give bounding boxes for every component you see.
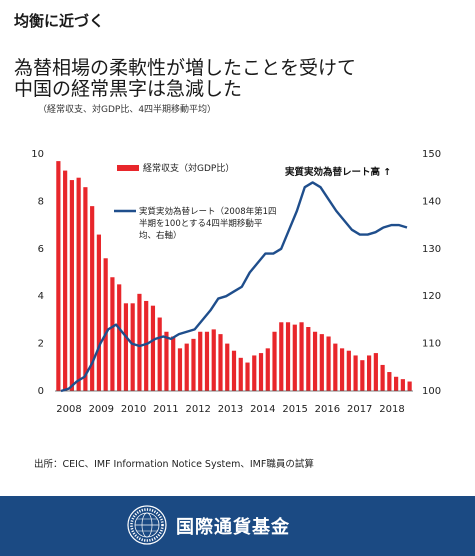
x-tick-label: 2010 — [121, 404, 146, 415]
annotation-label: 実質実効為替レート高 ↑ — [285, 166, 391, 178]
bar — [333, 343, 338, 391]
y-left-tick-label: 2 — [38, 339, 44, 350]
bar — [360, 360, 365, 391]
bar — [218, 334, 223, 391]
legend-line-label: 均、右軸） — [139, 230, 182, 241]
y-left-tick-label: 6 — [38, 244, 44, 255]
bar — [96, 234, 101, 391]
bar — [69, 180, 74, 391]
bar — [171, 336, 176, 391]
bar — [177, 348, 183, 391]
bar — [285, 322, 291, 391]
bar — [272, 331, 277, 391]
bar — [150, 305, 156, 391]
bar — [238, 357, 243, 391]
bar — [292, 324, 297, 391]
org-name: 国際通貨基金 — [176, 517, 290, 538]
bar — [130, 303, 135, 391]
title-line-1: 為替相場の柔軟性が増したことを受けて — [14, 57, 357, 79]
y-right-tick-label: 130 — [422, 244, 441, 255]
legend-bar-label: 経常収支（対GDP比） — [143, 162, 234, 174]
y-right-tick-label: 120 — [422, 291, 441, 302]
x-tick-label: 2014 — [250, 404, 275, 415]
bar — [252, 355, 257, 391]
rate-line — [60, 181, 408, 393]
bar — [204, 331, 210, 391]
title-line-2: 中国の経常黒字は急減した — [14, 78, 243, 100]
bar — [312, 331, 318, 391]
bar — [400, 379, 405, 391]
bar — [123, 303, 129, 391]
legend-bar-swatch — [117, 165, 139, 171]
bar — [353, 355, 358, 391]
bar — [144, 300, 149, 391]
x-tick-label: 2016 — [315, 404, 340, 415]
bar — [380, 364, 385, 391]
bar — [117, 284, 122, 391]
chart: 0 2 4 6 8 10 100 110 120 130 140 150 2008 2009 2010 201… — [31, 149, 441, 415]
bar — [339, 348, 345, 391]
bar — [90, 206, 95, 391]
y-right-tick-label: 100 — [422, 386, 441, 397]
imf-seal-icon — [127, 505, 167, 545]
x-tick-label: 2011 — [153, 404, 178, 415]
x-tick-label: 2018 — [379, 404, 404, 415]
bar — [103, 258, 108, 391]
y-right-tick-label: 140 — [422, 196, 441, 207]
x-tick-label: 2017 — [347, 404, 372, 415]
bar — [265, 348, 270, 391]
bar — [225, 343, 230, 391]
legend-line-label: 半期を100とする4四半期移動平 — [139, 218, 263, 229]
x-tick-label: 2013 — [218, 404, 243, 415]
heading: 均衡に近づく — [14, 12, 105, 30]
x-tick-label: 2015 — [282, 404, 307, 415]
bar — [63, 170, 68, 391]
bar — [326, 336, 331, 391]
bar — [191, 338, 196, 391]
bar — [231, 350, 237, 391]
y-left-tick-label: 4 — [38, 291, 44, 302]
bar — [245, 362, 250, 391]
y-left-tick-label: 8 — [38, 196, 44, 207]
footer-banner: 国際通貨基金 — [0, 496, 475, 556]
bar — [164, 331, 169, 391]
x-tick-label: 2012 — [185, 404, 210, 415]
y-left-tick-label: 10 — [31, 149, 44, 160]
y-right-tick-label: 150 — [422, 149, 441, 160]
bar — [56, 161, 61, 391]
bar — [137, 293, 142, 391]
y-right-tick-label: 110 — [422, 339, 441, 350]
x-tick-label: 2008 — [56, 404, 81, 415]
bar — [198, 331, 203, 391]
bar — [83, 187, 88, 391]
bar — [110, 277, 115, 391]
source-note: 出所：CEIC、IMF Information Notice System、IM… — [34, 459, 314, 470]
chart-subtitle: （経常収支、対GDP比、4四半期移動平均） — [38, 105, 217, 115]
y-left-tick-label: 0 — [38, 386, 44, 397]
bar — [367, 355, 372, 391]
bar — [211, 329, 216, 391]
bar — [394, 376, 399, 391]
x-tick-label: 2009 — [89, 404, 114, 415]
bar — [407, 381, 412, 391]
bar — [279, 322, 284, 391]
bar — [319, 334, 324, 391]
bar — [387, 372, 392, 391]
bar — [346, 350, 351, 391]
bar — [76, 177, 81, 391]
bar — [258, 353, 264, 391]
bar — [157, 317, 162, 391]
chart-title: 為替相場の柔軟性が増したことを受けて 中国の経常黒字は急減した — [14, 58, 356, 100]
bar — [306, 327, 311, 391]
legend-line-label: 実質実効為替レート（2008年第1四 — [139, 206, 277, 217]
bar — [299, 322, 304, 391]
bar — [373, 353, 378, 391]
bar — [184, 343, 189, 391]
